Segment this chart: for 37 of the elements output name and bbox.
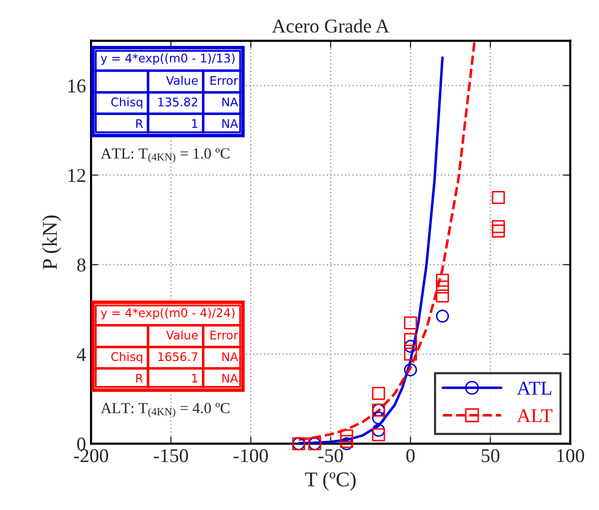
annotation: Value	[166, 76, 198, 85]
annotation: NA	[222, 98, 238, 106]
annotation: NA	[222, 374, 238, 382]
annotation: Chisq	[111, 97, 142, 109]
y-tick-label: 16	[68, 79, 86, 93]
annotation: Error	[210, 330, 238, 340]
y-tick-label: 12	[68, 168, 86, 182]
annotation: R	[136, 119, 143, 128]
annotation: NA	[222, 119, 238, 128]
annotation: 135.82	[158, 98, 198, 106]
x-tick-label: 50	[482, 449, 500, 462]
annotation: y = 4*exp((m0 - 1)/13)	[100, 53, 234, 65]
annotation: 1	[192, 374, 198, 382]
annotation: 1	[192, 119, 198, 128]
y-axis-title: P (kN)	[42, 215, 62, 270]
x-tick-label: -100	[234, 449, 268, 462]
annotation: 1656.7	[158, 352, 198, 362]
chart-title: Acero Grade A	[272, 18, 390, 33]
x-tick-label: 0	[406, 449, 415, 462]
x-axis-title: T (ºC)	[305, 472, 356, 491]
legend-label: ALT	[516, 409, 552, 422]
x-tick-label: -200	[74, 449, 108, 462]
y-tick-label: 0	[77, 438, 86, 451]
annotation: Chisq	[111, 352, 142, 364]
y-tick-label: 4	[76, 348, 86, 361]
legend-label: ATL	[516, 382, 552, 395]
annotation: ALT: T$_{(4KN)}$ = 4.0 ºC	[100, 402, 230, 418]
annotation: NA	[222, 352, 238, 361]
annotation: Value	[166, 330, 198, 340]
annotation: y = 4*exp((m0 - 4)/24)	[100, 308, 234, 320]
annotation: R	[136, 374, 143, 382]
x-tick-label: -150	[154, 449, 188, 462]
y-tick-label: 8	[77, 258, 86, 272]
x-tick-label: 100	[557, 449, 584, 462]
annotation: ATL: T$_{(4KN)}$ = 1.0 ºC	[100, 148, 230, 163]
annotation: Error	[210, 76, 238, 85]
x-tick-label: -50	[318, 449, 343, 462]
